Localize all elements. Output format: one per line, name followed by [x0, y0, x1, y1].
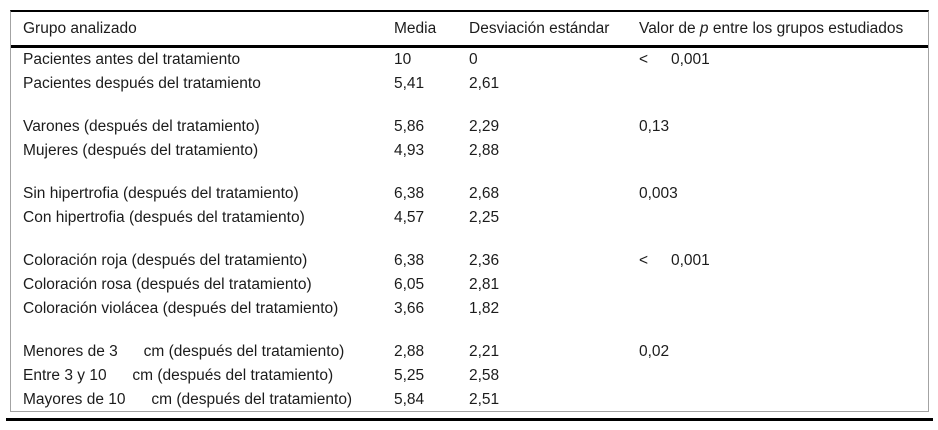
group-cell: Coloración roja (después del tratamiento…	[23, 252, 308, 269]
standard-deviation-cell: 2,29	[469, 118, 500, 135]
table-row: Con hipertrofia (después del tratamiento…	[11, 206, 928, 230]
p-value: 0,001	[671, 51, 710, 68]
table-body: Pacientes antes del tratamiento 10 0 <0,001…	[11, 48, 928, 412]
standard-deviation-cell: 2,36	[469, 252, 500, 269]
less-than-sign: <	[639, 252, 649, 269]
header-media: Media	[394, 19, 437, 37]
p-value: 0,003	[639, 185, 678, 202]
group-cell: Mujeres (después del tratamiento)	[23, 142, 259, 159]
media-cell: 2,88	[394, 343, 425, 360]
statistics-table: Grupo analizado Media Desviación estánda…	[10, 10, 929, 412]
table-row: Varones (después del tratamiento) 5,86 2,2…	[11, 115, 928, 139]
p-value: 0,13	[639, 118, 670, 135]
row-spacer	[11, 230, 928, 249]
standard-deviation-cell: 2,81	[469, 276, 500, 293]
media-cell: 6,38	[394, 252, 425, 269]
table-bottom-rule	[6, 418, 933, 421]
header-group-analyzed: Grupo analizado	[23, 19, 137, 37]
row-spacer	[11, 163, 928, 182]
p-value: 0,001	[671, 252, 710, 269]
header-p-value: Valor de p entre los grupos estudiados	[631, 20, 928, 38]
table-row: Mujeres (después del tratamiento) 4,93 2,8…	[11, 139, 928, 163]
standard-deviation-cell: 0	[469, 51, 478, 68]
group-cell: Coloración rosa (después del tratamiento…	[23, 276, 312, 293]
standard-deviation-cell: 2,88	[469, 142, 500, 159]
header-p-value-symbol: p	[699, 19, 709, 37]
group-cell: Sin hipertrofia (después del tratamiento…	[23, 185, 299, 202]
header-standard-deviation: Desviación estándar	[469, 19, 610, 37]
standard-deviation-cell: 2,21	[469, 343, 500, 360]
media-cell: 6,05	[394, 276, 425, 293]
p-value-cell: 0,02	[631, 343, 928, 361]
table-row: Coloración violácea (después del tratami…	[11, 297, 928, 321]
p-value-cell: <0,001	[631, 51, 928, 69]
standard-deviation-cell: 1,82	[469, 300, 500, 317]
standard-deviation-cell: 2,68	[469, 185, 500, 202]
header-p-value-prefix: Valor de	[639, 19, 700, 37]
media-cell: 4,57	[394, 209, 425, 226]
table-row: Sin hipertrofia (después del tratamiento…	[11, 182, 928, 206]
standard-deviation-cell: 2,51	[469, 391, 500, 408]
group-cell: Menores de 3 cm (después del tratamiento…	[23, 343, 345, 360]
standard-deviation-cell: 2,61	[469, 75, 500, 92]
table-header-row: Grupo analizado Media Desviación estánda…	[11, 12, 928, 48]
less-than-sign: <	[639, 51, 649, 68]
media-cell: 3,66	[394, 300, 425, 317]
group-cell: Pacientes después del tratamiento	[23, 75, 261, 92]
standard-deviation-cell: 2,25	[469, 209, 500, 226]
media-cell: 5,84	[394, 391, 425, 408]
p-value-cell: 0,13	[631, 118, 928, 136]
standard-deviation-cell: 2,58	[469, 367, 500, 384]
group-cell: Varones (después del tratamiento)	[23, 118, 260, 135]
media-cell: 6,38	[394, 185, 425, 202]
group-cell: Pacientes antes del tratamiento	[23, 51, 241, 68]
media-cell: 4,93	[394, 142, 425, 159]
table-row: Mayores de 10 cm (después del tratamient…	[11, 388, 928, 412]
group-cell: Mayores de 10 cm (después del tratamient…	[23, 391, 353, 408]
table-row: Coloración roja (después del tratamiento…	[11, 249, 928, 273]
header-p-value-suffix: entre los grupos estudiados	[708, 19, 904, 37]
media-cell: 5,86	[394, 118, 425, 135]
table-row: Menores de 3 cm (después del tratamiento…	[11, 340, 928, 364]
group-cell: Con hipertrofia (después del tratamiento…	[23, 209, 305, 226]
p-value-cell: <0,001	[631, 252, 928, 270]
group-cell: Entre 3 y 10 cm (después del tratamiento…	[23, 367, 334, 384]
table-row: Pacientes después del tratamiento 5,41 2,6…	[11, 72, 928, 96]
p-value-cell: 0,003	[631, 185, 928, 203]
group-cell: Coloración violácea (después del tratami…	[23, 300, 339, 317]
table-row: Pacientes antes del tratamiento 10 0 <0,001	[11, 48, 928, 72]
row-spacer	[11, 321, 928, 340]
table-row: Coloración rosa (después del tratamiento…	[11, 273, 928, 297]
p-value: 0,02	[639, 343, 670, 360]
row-spacer	[11, 96, 928, 115]
media-cell: 5,25	[394, 367, 425, 384]
media-cell: 10	[394, 51, 412, 68]
table-row: Entre 3 y 10 cm (después del tratamiento…	[11, 364, 928, 388]
media-cell: 5,41	[394, 75, 425, 92]
